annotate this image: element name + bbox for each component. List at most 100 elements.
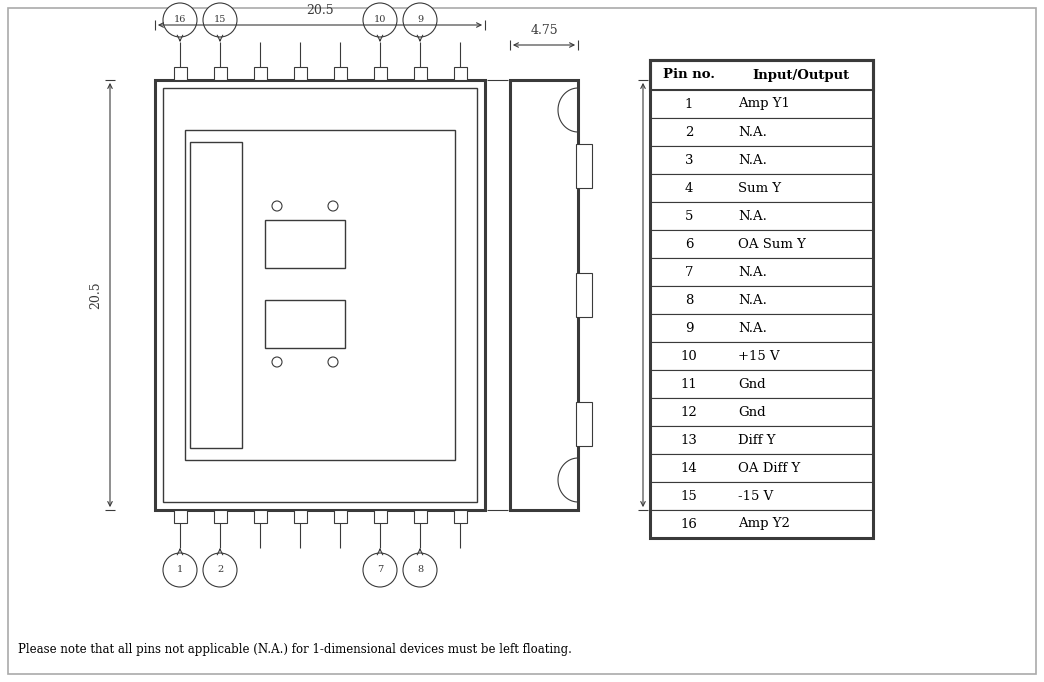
Bar [174,67,187,80]
Bar [163,88,477,502]
Text: N.A.: N.A. [738,125,767,138]
Bar [214,510,227,523]
Bar [414,510,427,523]
Bar [650,370,873,398]
Text: 12: 12 [681,406,697,419]
Text: -15 V: -15 V [738,490,774,503]
Circle shape [163,3,197,37]
Bar [650,60,873,538]
Bar [294,67,307,80]
Text: Pin no.: Pin no. [663,68,715,82]
Text: N.A.: N.A. [738,293,767,306]
Text: Please note that all pins not applicable (N.A.) for 1-dimensional devices must b: Please note that all pins not applicable… [18,644,572,657]
Text: 14: 14 [681,462,697,475]
Text: 16: 16 [681,518,697,531]
Circle shape [272,201,282,211]
Text: 2: 2 [217,565,223,574]
Bar [414,67,427,80]
Bar [650,146,873,174]
Circle shape [403,553,437,587]
Text: 2: 2 [685,125,693,138]
Text: 1: 1 [685,98,693,110]
Text: 10: 10 [681,349,697,363]
Text: 16: 16 [173,16,186,25]
Text: Gnd: Gnd [738,406,765,419]
Text: Input/Output: Input/Output [752,68,849,82]
Bar [650,202,873,230]
Circle shape [328,201,338,211]
Bar [374,67,387,80]
Text: 10: 10 [374,16,386,25]
Text: Amp Y1: Amp Y1 [738,98,790,110]
Text: 3: 3 [685,153,693,166]
Text: 4: 4 [685,181,693,194]
Bar [576,402,592,446]
Bar [576,144,592,188]
Circle shape [272,357,282,367]
Bar [214,67,227,80]
Bar [454,67,467,80]
Bar [374,510,387,523]
Bar [265,220,345,268]
Text: N.A.: N.A. [738,265,767,278]
Circle shape [203,553,237,587]
Text: 9: 9 [417,16,423,25]
Bar [185,130,455,460]
Bar [511,80,578,510]
Circle shape [363,3,397,37]
Bar [254,67,267,80]
Bar [650,90,873,118]
Text: 1: 1 [176,565,183,574]
Text: 4.75: 4.75 [530,24,557,37]
Bar [576,273,592,317]
Bar [155,80,485,510]
Text: 11: 11 [681,378,697,391]
Bar [650,426,873,454]
Text: 15: 15 [681,490,697,503]
Text: OA Sum Y: OA Sum Y [738,237,806,250]
Text: 9: 9 [685,321,693,334]
Text: 8: 8 [417,565,423,574]
Text: N.A.: N.A. [738,209,767,222]
Text: 8: 8 [685,293,693,306]
Bar [265,300,345,348]
Bar [650,482,873,510]
Text: 6: 6 [685,237,693,250]
Bar [650,286,873,314]
Text: N.A.: N.A. [738,321,767,334]
Circle shape [403,3,437,37]
Circle shape [328,357,338,367]
Bar [650,230,873,258]
Text: 7: 7 [377,565,383,574]
Bar [650,118,873,146]
Text: 20.5: 20.5 [89,281,102,309]
Bar [254,510,267,523]
Bar [334,67,347,80]
Text: 20.32: 20.32 [651,277,664,313]
Text: 15: 15 [214,16,227,25]
Bar [190,142,242,448]
Text: 20.5: 20.5 [306,4,334,17]
Bar [650,398,873,426]
Bar [650,258,873,286]
Text: 13: 13 [681,434,697,447]
Bar [650,342,873,370]
Bar [294,510,307,523]
Bar [174,510,187,523]
Text: Diff Y: Diff Y [738,434,776,447]
Text: 7: 7 [685,265,693,278]
Bar [650,510,873,538]
Bar [454,510,467,523]
Bar [650,454,873,482]
Circle shape [363,553,397,587]
Text: +15 V: +15 V [738,349,780,363]
Text: N.A.: N.A. [738,153,767,166]
Text: Gnd: Gnd [738,378,765,391]
Bar [650,174,873,202]
Text: Sum Y: Sum Y [738,181,781,194]
Text: OA Diff Y: OA Diff Y [738,462,801,475]
Circle shape [203,3,237,37]
Text: 5: 5 [685,209,693,222]
Bar [650,314,873,342]
Bar [334,510,347,523]
